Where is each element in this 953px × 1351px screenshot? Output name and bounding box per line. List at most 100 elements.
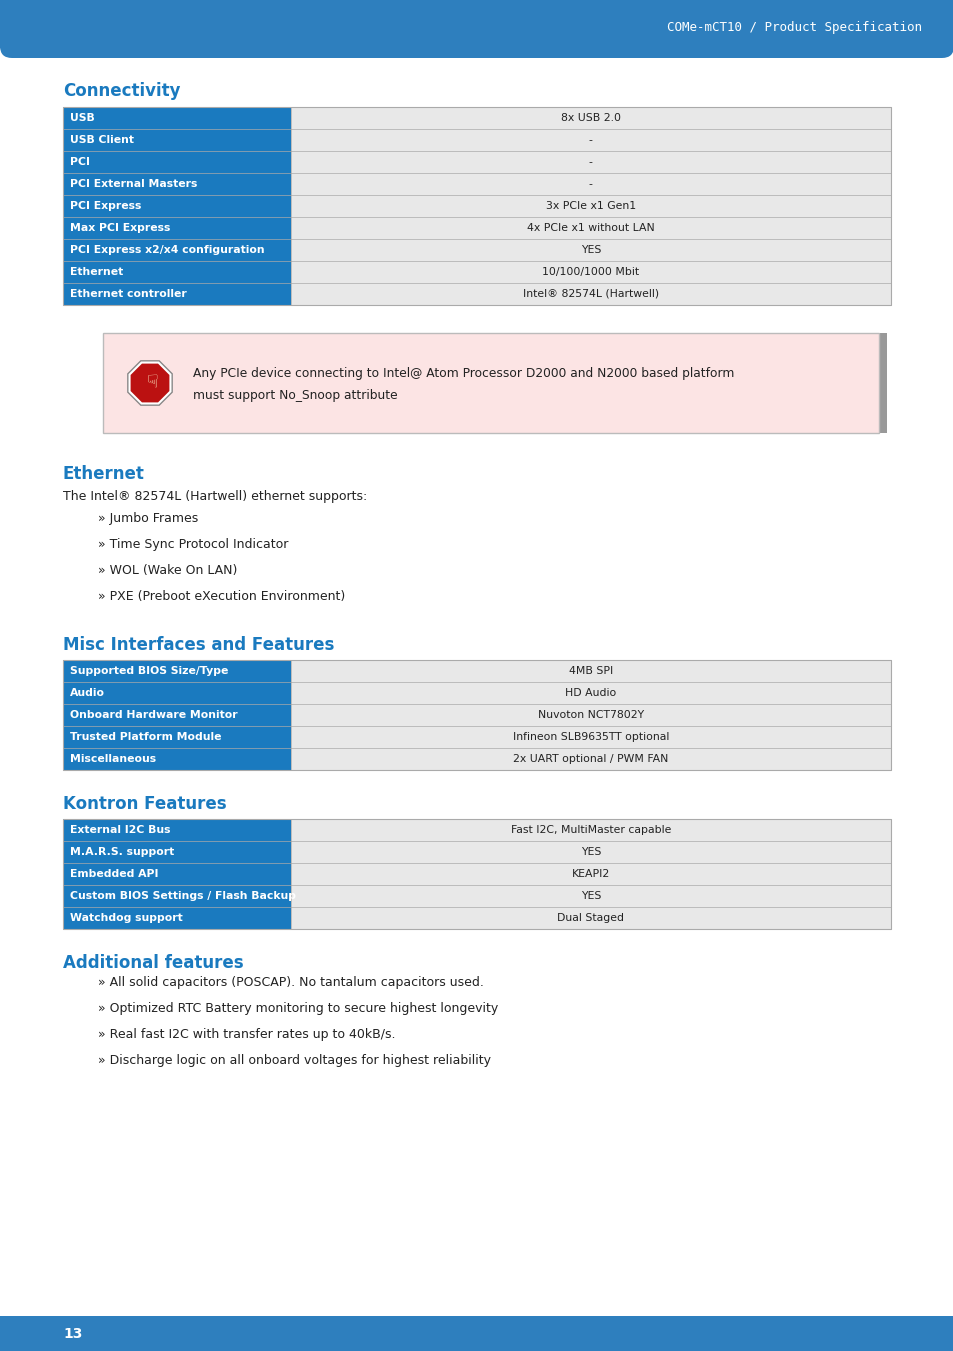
Text: Ethernet controller: Ethernet controller [70,289,187,299]
Bar [291,261,890,282]
Text: Embedded API: Embedded API [70,869,158,880]
FancyBboxPatch shape [0,0,953,58]
Bar [291,907,890,929]
Bar [291,239,890,261]
Bar [291,661,890,682]
Text: Dual Staged: Dual Staged [557,913,623,923]
Polygon shape [131,363,170,403]
Bar [63,661,890,770]
Bar [63,261,291,282]
Bar [291,128,890,151]
Bar [0,1316,953,1351]
Bar [111,426,886,434]
Text: Watchdog support: Watchdog support [70,913,183,923]
Bar [63,885,291,907]
Bar [291,819,890,842]
Bar [63,682,291,704]
Text: Trusted Platform Module: Trusted Platform Module [70,732,221,742]
Text: Audio: Audio [70,688,105,698]
Text: HD Audio: HD Audio [564,688,616,698]
Bar [63,661,291,682]
Bar [291,151,890,173]
Text: Ethernet: Ethernet [63,465,145,484]
Bar [291,748,890,770]
Bar [63,704,291,725]
Bar [63,842,291,863]
Bar [291,704,890,725]
Text: » All solid capacitors (POSCAP). No tantalum capacitors used.: » All solid capacitors (POSCAP). No tant… [98,975,483,989]
Text: YES: YES [580,892,600,901]
Text: External I2C Bus: External I2C Bus [70,825,171,835]
Text: Max PCI Express: Max PCI Express [70,223,171,232]
Bar [291,107,890,128]
Text: Onboard Hardware Monitor: Onboard Hardware Monitor [70,711,237,720]
Text: 2x UART optional / PWM FAN: 2x UART optional / PWM FAN [513,754,668,765]
Text: 8x USB 2.0: 8x USB 2.0 [560,113,620,123]
Text: 13: 13 [63,1327,82,1340]
Text: USB Client: USB Client [70,135,133,145]
Text: Any PCIe device connecting to Intel@ Atom Processor D2000 and N2000 based platfo: Any PCIe device connecting to Intel@ Ato… [193,366,734,380]
Text: » PXE (Preboot eXecution Environment): » PXE (Preboot eXecution Environment) [98,590,345,603]
Text: YES: YES [580,245,600,255]
Text: » Jumbo Frames: » Jumbo Frames [98,512,198,526]
Text: Additional features: Additional features [63,954,243,971]
Text: 3x PCIe x1 Gen1: 3x PCIe x1 Gen1 [545,201,636,211]
Bar [63,128,291,151]
Text: 4x PCIe x1 without LAN: 4x PCIe x1 without LAN [526,223,654,232]
Text: PCI Express: PCI Express [70,201,141,211]
Bar [0,0,953,49]
Bar [63,107,291,128]
Bar [63,218,291,239]
Bar [63,173,291,195]
Text: » Optimized RTC Battery monitoring to secure highest longevity: » Optimized RTC Battery monitoring to se… [98,1002,497,1015]
Bar [63,239,291,261]
Text: Supported BIOS Size/Type: Supported BIOS Size/Type [70,666,228,676]
Bar [63,725,291,748]
Text: » WOL (Wake On LAN): » WOL (Wake On LAN) [98,563,237,577]
Text: 10/100/1000 Mbit: 10/100/1000 Mbit [541,267,639,277]
Bar [63,863,291,885]
Bar [63,151,291,173]
Bar [103,332,878,434]
Text: PCI: PCI [70,157,90,168]
Bar [291,195,890,218]
Text: -: - [588,135,592,145]
Text: Connectivity: Connectivity [63,82,180,100]
Text: Infineon SLB9635TT optional: Infineon SLB9635TT optional [512,732,668,742]
Text: KEAPI2: KEAPI2 [571,869,609,880]
Text: Ethernet: Ethernet [70,267,123,277]
Text: Nuvoton NCT7802Y: Nuvoton NCT7802Y [537,711,643,720]
Text: 4MB SPI: 4MB SPI [568,666,613,676]
Text: PCI Express x2/x4 configuration: PCI Express x2/x4 configuration [70,245,264,255]
Bar [291,725,890,748]
Bar [63,282,291,305]
Text: YES: YES [580,847,600,857]
Text: COMe-mCT10 / Product Specification: COMe-mCT10 / Product Specification [666,20,921,34]
Bar [291,885,890,907]
Text: M.A.R.S. support: M.A.R.S. support [70,847,174,857]
Bar [291,842,890,863]
Bar [63,819,890,929]
Text: Misc Interfaces and Features: Misc Interfaces and Features [63,636,334,654]
Bar [63,107,890,305]
Text: Miscellaneous: Miscellaneous [70,754,156,765]
Text: -: - [588,157,592,168]
Text: Custom BIOS Settings / Flash Backup: Custom BIOS Settings / Flash Backup [70,892,295,901]
Text: » Real fast I2C with transfer rates up to 40kB/s.: » Real fast I2C with transfer rates up t… [98,1028,395,1042]
Bar [63,748,291,770]
Bar [291,218,890,239]
Text: must support No_Snoop attribute: must support No_Snoop attribute [193,389,397,403]
Bar [63,907,291,929]
Text: » Time Sync Protocol Indicator: » Time Sync Protocol Indicator [98,538,288,551]
Bar [291,173,890,195]
Text: Kontron Features: Kontron Features [63,794,227,813]
Bar [291,863,890,885]
Text: ☞: ☞ [141,373,159,389]
Text: PCI External Masters: PCI External Masters [70,178,197,189]
Bar [291,682,890,704]
Polygon shape [128,361,172,405]
Bar [63,819,291,842]
Text: » Discharge logic on all onboard voltages for highest reliability: » Discharge logic on all onboard voltage… [98,1054,491,1067]
Bar [291,282,890,305]
Bar [878,332,886,427]
